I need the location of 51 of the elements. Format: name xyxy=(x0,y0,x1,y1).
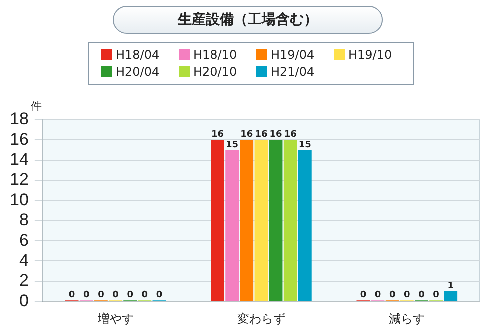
data-label: 0 xyxy=(112,290,119,301)
legend-label: H18/10 xyxy=(192,48,238,62)
data-label: 16 xyxy=(284,130,297,140)
y-axis-title: 件 xyxy=(30,100,42,113)
y-tick-label: 6 xyxy=(19,230,29,250)
bar xyxy=(254,140,268,302)
bar xyxy=(226,150,240,302)
bar xyxy=(240,140,254,302)
data-label: 1 xyxy=(448,282,454,292)
y-tick-label: 16 xyxy=(10,130,29,149)
y-tick-label: 2 xyxy=(19,271,29,290)
legend-label: H20/10 xyxy=(192,65,238,79)
data-label: 0 xyxy=(142,290,148,301)
data-label: 0 xyxy=(404,290,410,301)
data-label: 0 xyxy=(156,290,163,301)
x-tick-label: 減らす xyxy=(389,312,426,326)
x-tick-label: 増やす xyxy=(96,312,134,326)
data-label: 0 xyxy=(83,290,90,301)
y-tick-label: 14 xyxy=(10,150,29,170)
data-label: 0 xyxy=(433,290,440,301)
data-label: 16 xyxy=(270,130,282,140)
legend-label: H18/04 xyxy=(115,48,161,62)
y-tick-label: 12 xyxy=(10,170,29,190)
chart-title: 生産設備（工場含む） xyxy=(113,6,383,34)
y-tick-label: 0 xyxy=(19,291,29,310)
data-label: 15 xyxy=(226,140,239,150)
data-label: 0 xyxy=(98,290,104,301)
data-label: 16 xyxy=(211,130,224,140)
y-tick-label: 8 xyxy=(19,210,29,230)
bar xyxy=(444,292,458,302)
data-label: 0 xyxy=(418,290,425,301)
legend-label: H19/04 xyxy=(270,48,316,62)
legend-label: H19/10 xyxy=(348,48,394,62)
bar xyxy=(284,140,298,302)
legend-label: H21/04 xyxy=(270,65,316,79)
y-tick-label: 10 xyxy=(10,190,29,210)
legend-label: H20/04 xyxy=(115,65,161,79)
data-label: 0 xyxy=(127,290,134,301)
y-tick-label: 18 xyxy=(10,110,29,129)
y-tick-label: 4 xyxy=(19,250,29,270)
bar xyxy=(298,150,312,302)
data-label: 0 xyxy=(68,290,76,301)
bar xyxy=(269,140,283,302)
x-tick-label: 変わらず xyxy=(237,312,286,326)
data-label: 15 xyxy=(298,140,312,150)
data-label: 0 xyxy=(389,290,396,301)
data-label: 16 xyxy=(240,130,254,140)
bar xyxy=(211,140,224,302)
data-label: 0 xyxy=(360,290,367,301)
data-label: 0 xyxy=(374,290,382,301)
data-label: 16 xyxy=(255,130,268,140)
